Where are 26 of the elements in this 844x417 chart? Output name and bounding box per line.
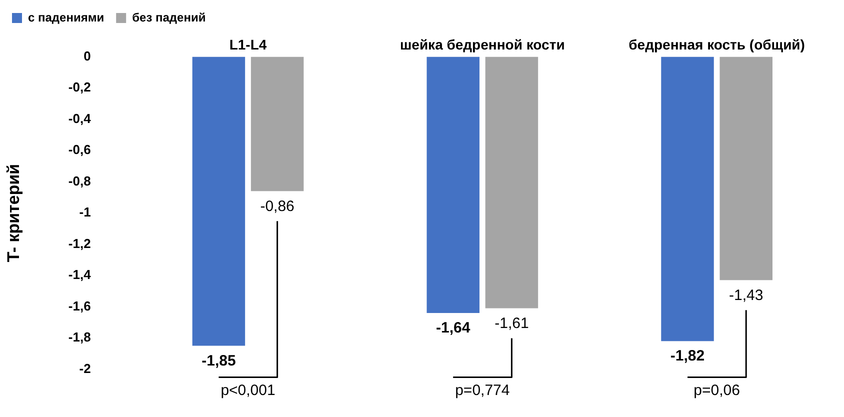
y-axis-title: T- критерий	[4, 164, 23, 262]
data-label: -1,43	[729, 286, 764, 304]
x-tick-label: L1-L4	[229, 36, 267, 52]
text: p=0,774	[455, 382, 510, 399]
y-tick-label: -0,8	[68, 173, 91, 188]
y-tick-label: -1,4	[68, 267, 92, 282]
legend-label: с падениями	[28, 10, 104, 24]
data-label: -1,85	[202, 352, 236, 370]
y-tick-label: -1,8	[68, 330, 91, 345]
data-label: -1,82	[670, 348, 705, 365]
y-tick-label: -0,2	[68, 80, 91, 95]
text: p=0,06	[694, 382, 740, 399]
y-tick-label: -1	[79, 204, 91, 220]
data-label: -0,86	[260, 198, 294, 215]
x-tick-label: бедренная кость (общий)	[628, 36, 805, 52]
x-tick-label: шейка бедренной кости	[400, 36, 565, 52]
legend-label: без падений	[132, 10, 206, 24]
text: p<0,001	[220, 382, 276, 399]
y-tick-label: -2	[79, 360, 91, 376]
y-tick-label: -0,6	[68, 142, 91, 158]
y-tick-label: 0	[84, 48, 91, 64]
data-label: -1,64	[436, 320, 471, 337]
y-tick-label: -1,6	[68, 298, 91, 314]
data-label: -1,61	[494, 314, 529, 332]
y-tick-label: -0,4	[68, 110, 92, 126]
y-tick-label: -1,2	[68, 236, 91, 251]
